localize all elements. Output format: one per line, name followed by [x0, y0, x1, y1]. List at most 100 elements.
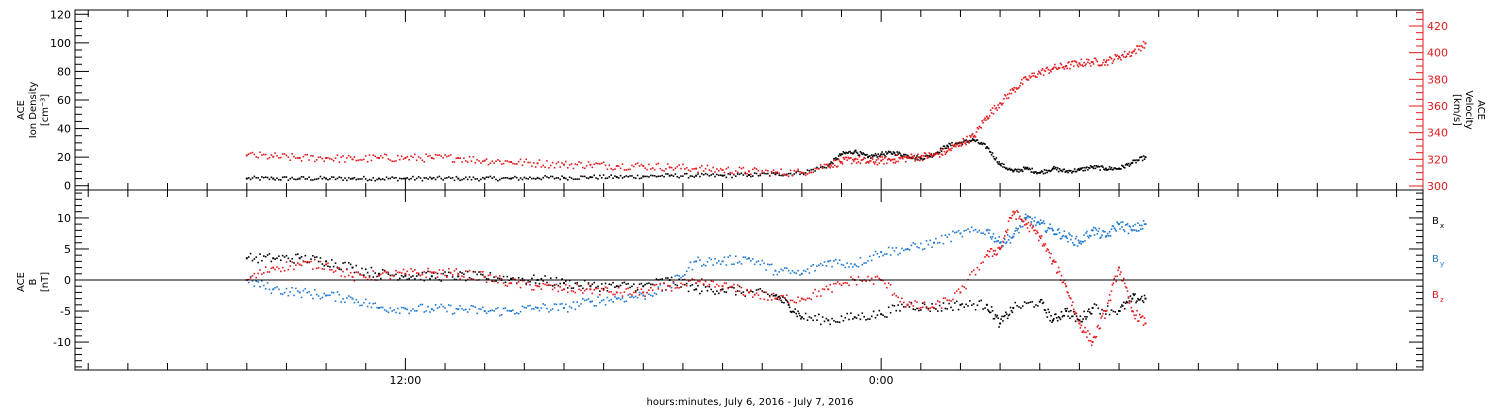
ion-density-sample: [276, 177, 278, 180]
ion-density-sample: [858, 154, 861, 156]
field-by-sample: [308, 291, 310, 293]
field-bx-sample: [1000, 318, 1002, 320]
velocity-sample: [1127, 53, 1130, 55]
ion-density-sample: [417, 176, 420, 178]
field-by-sample: [602, 298, 605, 301]
ion-density-sample: [355, 178, 358, 181]
ion-density-sample: [279, 179, 282, 181]
field-bx-sample: [1016, 304, 1018, 307]
field-bz-sample: [385, 271, 388, 273]
velocity-point: [880, 159, 883, 162]
ion-density-sample: [850, 152, 852, 154]
velocity-sample: [884, 156, 886, 159]
field-bz-point: [483, 275, 486, 278]
field-bz-sample: [293, 268, 295, 271]
field-bz-sample: [438, 269, 441, 271]
velocity-sample: [1081, 64, 1084, 66]
field-bz-sample: [604, 286, 607, 289]
velocity-sample: [682, 163, 684, 166]
ion-density-sample: [600, 176, 603, 179]
velocity-sample: [990, 112, 993, 114]
velocity-sample: [472, 155, 475, 158]
field-by-sample: [791, 270, 794, 272]
field-bx-sample: [529, 280, 531, 283]
ion-density-sample: [680, 175, 682, 177]
ion-density-sample: [487, 176, 490, 179]
field-bx-sample: [1093, 303, 1096, 305]
field-by-sample: [950, 240, 952, 243]
field-bz-sample: [548, 283, 550, 286]
ion-density-sample: [895, 154, 898, 157]
velocity-sample: [1005, 97, 1008, 100]
ion-density-sample: [1113, 167, 1116, 169]
field-bz-sample: [251, 275, 254, 277]
velocity-sample: [1071, 60, 1073, 63]
field-bz-sample: [835, 282, 837, 285]
field-bx-sample: [742, 291, 745, 293]
field-bz-sample: [761, 290, 764, 293]
ion-density-sample: [902, 155, 904, 158]
field-bx-sample: [967, 305, 969, 307]
ion-density-sample: [308, 176, 310, 179]
field-bz-sample: [617, 286, 620, 289]
field-by-sample: [1075, 235, 1078, 238]
velocity-sample: [904, 160, 907, 163]
velocity-sample: [334, 157, 337, 160]
ion-density-sample: [750, 175, 752, 178]
field-by-sample: [255, 280, 258, 282]
velocity-sample: [1108, 56, 1111, 58]
velocity-sample: [974, 136, 977, 138]
field-by-sample: [829, 259, 831, 262]
ion-density-sample: [846, 152, 848, 154]
velocity-sample: [878, 162, 881, 164]
field-bz-point: [668, 285, 671, 288]
velocity-sample: [841, 163, 844, 165]
ion-density-sample: [830, 161, 832, 163]
field-bz-sample: [931, 306, 933, 308]
field-bz-sample: [995, 254, 998, 256]
ion-density-sample: [1084, 169, 1086, 172]
field-bx-sample: [882, 314, 884, 317]
field-by-sample: [438, 306, 441, 308]
field-by-sample: [465, 308, 467, 311]
ion-density-sample: [864, 154, 866, 156]
field-bx-point: [787, 303, 790, 306]
ion-density-sample: [925, 154, 928, 157]
velocity-sample: [903, 155, 905, 158]
ion-density-sample: [1021, 170, 1024, 173]
velocity-sample: [1095, 59, 1098, 61]
field-bz-sample: [306, 260, 309, 263]
field-bx-sample: [1003, 315, 1005, 318]
ion-density-sample: [865, 154, 867, 156]
field-bx-sample: [989, 311, 992, 314]
ion-density-sample: [514, 175, 516, 178]
velocity-sample: [857, 161, 860, 163]
velocity-sample: [465, 160, 467, 162]
density-tick-label: 60: [57, 94, 71, 107]
velocity-sample: [517, 160, 520, 163]
field-bz-sample: [578, 288, 580, 291]
field-bz-sample: [517, 280, 520, 283]
field-bz-sample: [1081, 331, 1084, 333]
ion-density-sample: [508, 177, 511, 180]
field-by-sample: [867, 259, 869, 262]
velocity-sample: [793, 169, 796, 172]
velocity-sample: [965, 143, 967, 146]
field-by-sample: [1060, 237, 1063, 240]
field-bx-sample: [816, 319, 818, 321]
field-bx-sample: [1053, 317, 1055, 320]
field-bz-sample: [987, 255, 990, 258]
ion-density-sample: [869, 155, 871, 157]
ion-density-sample: [930, 153, 932, 155]
ion-density-sample: [538, 177, 541, 180]
field-by-sample: [1066, 237, 1068, 240]
field-bz-sample: [1143, 317, 1146, 319]
ion-density-sample: [964, 139, 966, 142]
ion-density-sample: [1141, 159, 1144, 162]
field-by-sample: [761, 259, 764, 262]
field-bx-sample: [838, 321, 841, 324]
velocity-sample: [963, 140, 966, 143]
ion-density-sample: [842, 151, 845, 153]
field-by-sample: [650, 294, 652, 297]
ion-density-sample: [1086, 166, 1088, 168]
